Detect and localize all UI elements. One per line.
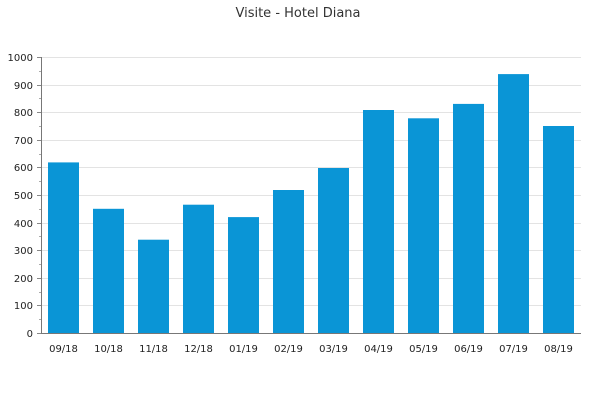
y-tick-label: 500 [14, 191, 33, 202]
x-tick-label: 08/19 [544, 344, 573, 355]
x-tick-label: 07/19 [499, 344, 528, 355]
x-tick-label: 12/18 [184, 344, 213, 355]
y-tick-label: 1000 [8, 53, 33, 64]
y-axis-ticks: 0 100 200 300 400 500 600 700 800 900 1000 [8, 53, 33, 340]
x-tick-label: 09/18 [49, 344, 78, 355]
bar-01-19 [228, 217, 259, 333]
x-tick-label: 10/18 [94, 344, 123, 355]
y-tick-label: 800 [14, 108, 33, 119]
axes [37, 57, 581, 334]
y-tick-label: 0 [27, 329, 33, 340]
x-tick-label: 03/19 [319, 344, 348, 355]
x-tick-label: 11/18 [139, 344, 168, 355]
bars [48, 74, 574, 334]
bar-11-18 [138, 239, 169, 333]
x-tick-label: 06/19 [454, 344, 483, 355]
x-tick-label: 04/19 [364, 344, 393, 355]
y-tick-label: 600 [14, 163, 33, 174]
y-tick-label: 900 [14, 81, 33, 92]
y-tick-label: 300 [14, 246, 33, 257]
chart-title: Visite - Hotel Diana [235, 6, 360, 21]
y-tick-label: 400 [14, 219, 33, 230]
bar-10-18 [93, 208, 124, 333]
bar-04-19 [363, 110, 394, 333]
bar-08-19 [543, 126, 574, 333]
y-tick-label: 100 [14, 301, 33, 312]
x-tick-label: 05/19 [409, 344, 438, 355]
y-tick-label: 200 [14, 274, 33, 285]
bar-03-19 [318, 168, 349, 333]
x-tick-label: 01/19 [229, 344, 258, 355]
bar-07-19 [498, 74, 529, 333]
bar-12-18 [183, 204, 214, 333]
x-axis-ticks: 09/18 10/18 11/18 12/18 01/19 02/19 03/19 04/19… [49, 344, 573, 355]
bar-05-19 [408, 118, 439, 333]
bar-06-19 [453, 103, 484, 334]
y-tick-label: 700 [14, 136, 33, 147]
bar-09-18 [48, 162, 79, 333]
gridlines [41, 57, 581, 306]
x-tick-label: 02/19 [274, 344, 303, 355]
bar-02-19 [273, 190, 304, 333]
